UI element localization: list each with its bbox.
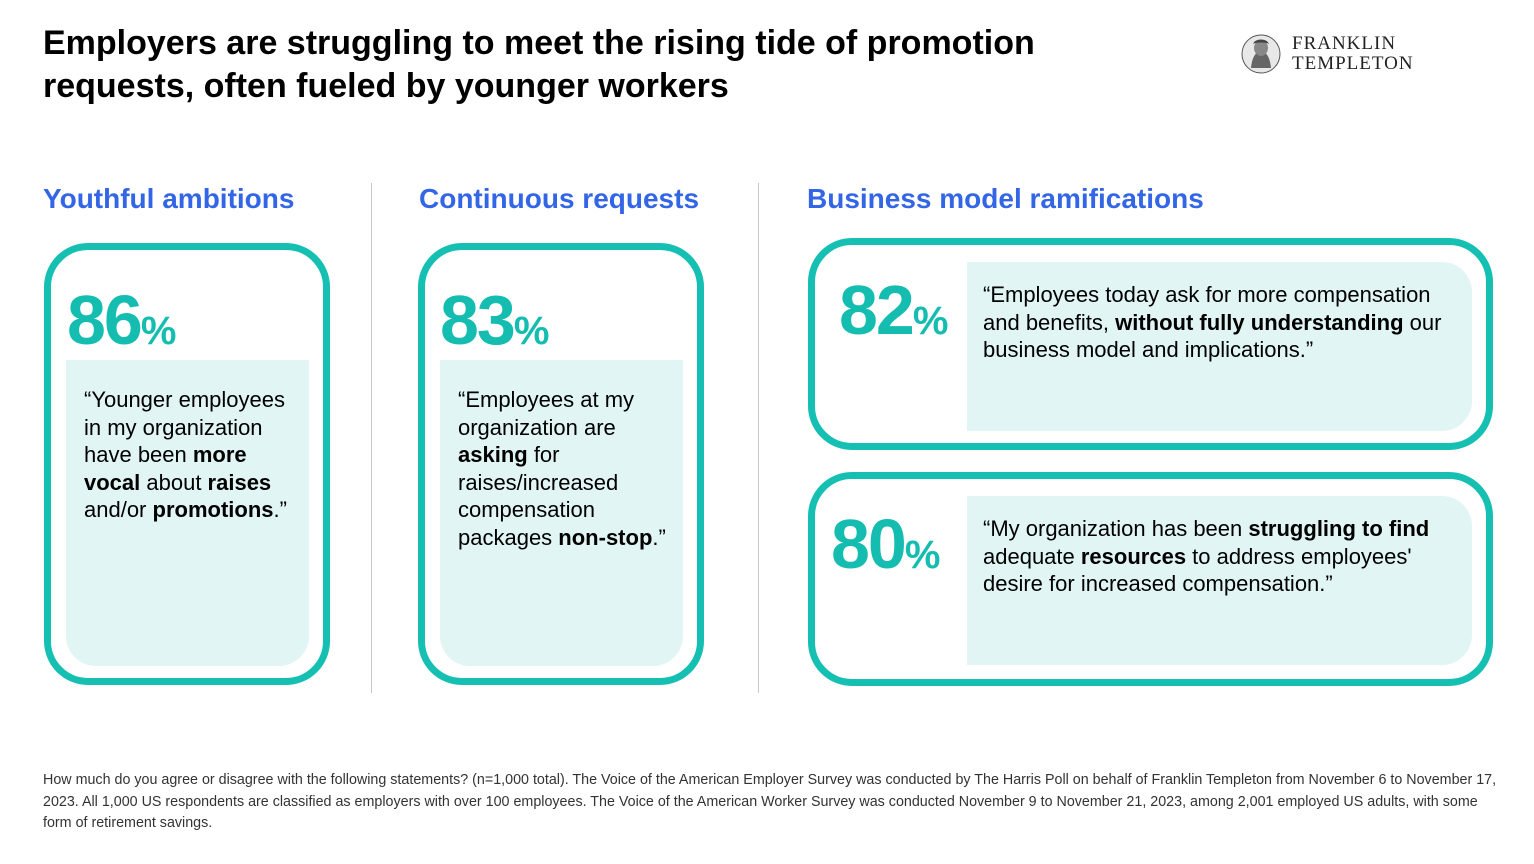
stat-card-resources: 80% “My organization has been struggling… [808,472,1493,686]
quote-text: “Employees at my organization are asking… [458,386,669,551]
portrait-icon [1241,34,1281,74]
section-heading-youthful: Youthful ambitions [43,183,295,214]
quote-text: “Younger employees in my organization ha… [84,386,291,524]
quote-emphasis: resources [1080,543,1187,569]
quote-emphasis: raises [207,469,272,495]
quote-emphasis: more vocal [84,442,247,495]
stat-value: 80% [831,505,941,583]
quote-segment: “Employees at my organization are [458,387,635,440]
quote-segment: our business model and implications.” [983,309,1442,363]
quote-emphasis: non-stop [558,524,653,550]
quote-emphasis: struggling to find [1248,516,1430,541]
quote-segment: .” [652,524,666,550]
stat-value: 82% [839,271,949,349]
quote-segment: “Younger employees in my organization ha… [84,387,285,467]
quote-segment: “Employees today ask for more compensati… [983,282,1431,335]
quote-segment: for raises/increased compensation packag… [458,442,619,550]
section-heading-business: Business model ramifications [807,183,1204,214]
quote-segment: .” [273,497,287,522]
quote-emphasis: without fully understanding [1115,309,1404,335]
quote-segment: “My organization has been [983,516,1249,541]
stat-card-continuous: 83% “Employees at my organization are as… [418,243,704,685]
footnote: How much do you agree or disagree with t… [43,772,1497,831]
quote-text: “My organization has been struggling to … [983,515,1456,598]
quote-box: “Employees at my organization are asking… [440,360,683,666]
stat-card-youthful: 86% “Younger employees in my organizatio… [44,243,330,685]
quote-emphasis: asking [458,442,528,467]
franklin-templeton-logo: FRANKLIN TEMPLETON [1240,34,1440,74]
stat-card-compensation: 82% “Employees today ask for more compen… [808,238,1493,450]
quote-segment: and/or [84,497,153,522]
quote-box: “My organization has been struggling to … [967,496,1472,665]
column-divider [758,183,759,693]
section-heading-continuous: Continuous requests [419,183,700,214]
quote-box: “Employees today ask for more compensati… [967,262,1472,431]
page-title: Employers are struggling to meet the ris… [43,24,1035,105]
quote-text: “Employees today ask for more compensati… [983,281,1456,364]
stat-value: 83% [440,281,550,359]
quote-emphasis: promotions [152,497,274,522]
logo-line-2: TEMPLETON [1292,53,1414,74]
logo-line-1: FRANKLIN [1292,33,1397,54]
quote-segment: adequate [983,543,1081,569]
quote-box: “Younger employees in my organization ha… [66,360,309,666]
column-divider [371,183,372,693]
logo-wordmark: FRANKLIN TEMPLETON [1292,34,1414,74]
quote-segment: to address employees' desire for increas… [983,543,1412,597]
quote-segment: about [140,469,208,495]
stat-value: 86% [67,281,177,359]
